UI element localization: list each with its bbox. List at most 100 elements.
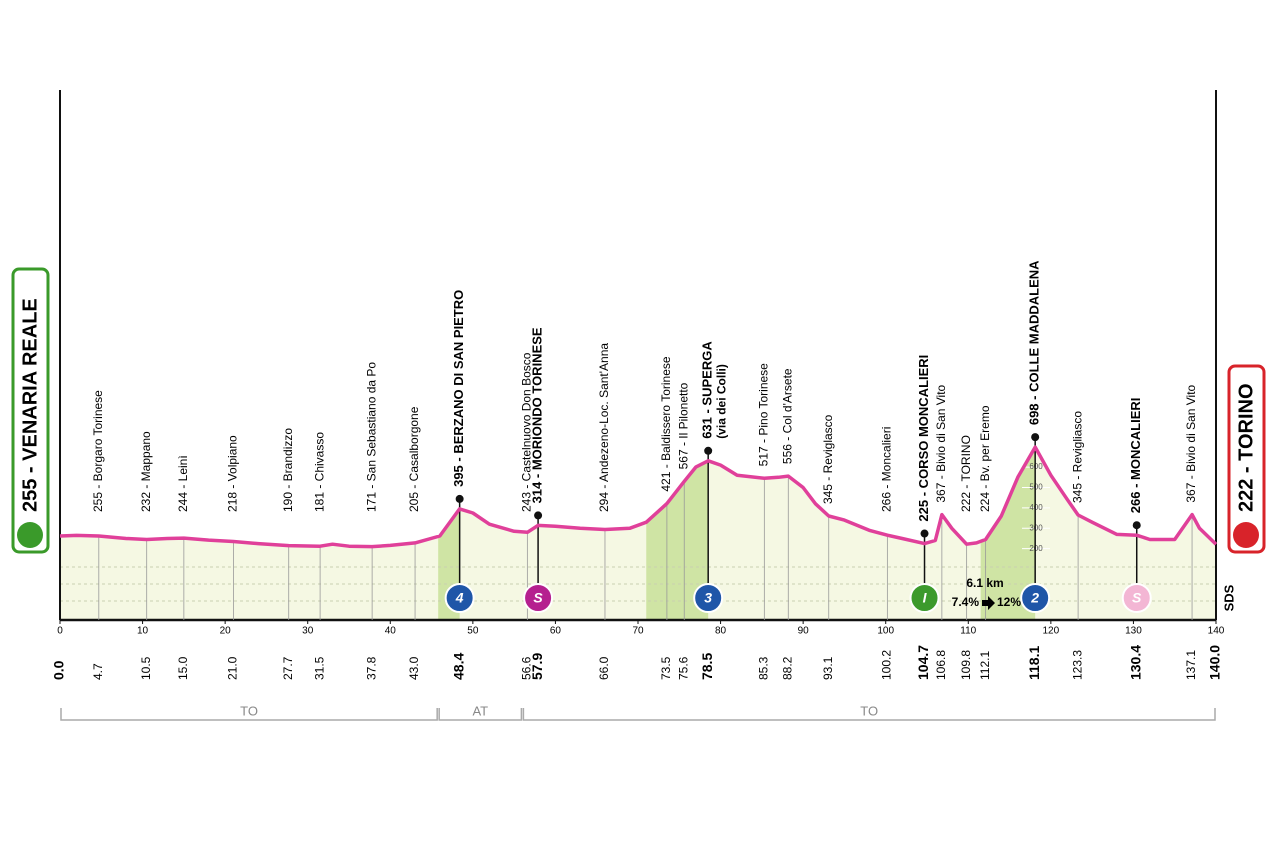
- x-tick-label: 50: [467, 626, 479, 637]
- climb-dot: [704, 446, 713, 455]
- profile-area: [60, 447, 1216, 620]
- km-label: 31.5: [312, 656, 326, 680]
- y-tick-label: 300: [1029, 523, 1043, 532]
- km-label: 140.0: [1207, 645, 1223, 680]
- region-bracket: [438, 708, 523, 721]
- km-label: 93.1: [821, 656, 835, 680]
- x-tick-label: 20: [220, 626, 232, 637]
- marker-label: 2: [1030, 590, 1039, 606]
- annotation-distance: 6.1 km: [966, 576, 1003, 590]
- annotation-gradient-to: 12%: [997, 595, 1021, 609]
- km-label: 66.0: [597, 656, 611, 680]
- km-label: 106.8: [934, 650, 948, 680]
- x-tick-label: 30: [302, 626, 314, 637]
- waypoint-label: 567 - Il Pilonetto: [676, 382, 690, 469]
- marker-label: 3: [704, 590, 712, 606]
- x-tick-label: 120: [1043, 626, 1060, 637]
- km-label: 56.6: [520, 656, 534, 680]
- finish-icon: [1233, 522, 1259, 548]
- km-label: 10.5: [139, 656, 153, 680]
- x-tick-label: 140: [1208, 626, 1225, 637]
- waypoint-label: 314 - MORIONDO TORINESE: [530, 327, 545, 503]
- x-tick-label: 70: [632, 626, 644, 637]
- waypoint-label: 244 - Leinì: [176, 455, 190, 512]
- km-label: 137.1: [1184, 650, 1198, 680]
- region-label: AT: [472, 703, 488, 718]
- waypoint-label: 556 - Col d'Arsete: [780, 368, 794, 464]
- marker: [1121, 583, 1152, 613]
- waypoint-label: 294 - Andezeno-Loc. Sant'Anna: [597, 343, 611, 512]
- climb-dot: [455, 494, 464, 503]
- start-box: [11, 267, 50, 554]
- waypoint-label: 698 - COLLE MADDALENA: [1027, 260, 1042, 425]
- marker-label: 4: [455, 590, 464, 606]
- km-label: 100.2: [880, 650, 894, 680]
- climb-dot: [920, 529, 929, 538]
- marker-label: S: [533, 590, 543, 606]
- km-label: 85.3: [757, 656, 771, 680]
- x-tick-label: 10: [137, 626, 149, 637]
- waypoint-label: 255 - Borgaro Torinese: [91, 390, 105, 512]
- waypoint-label: 181 - Chivasso: [312, 432, 326, 512]
- marker: [523, 583, 554, 613]
- marker: [909, 583, 940, 613]
- waypoint-label: 367 - Bivio di San Vito: [934, 384, 948, 502]
- marker-label: I: [923, 590, 928, 606]
- km-label: 78.5: [699, 653, 715, 680]
- logo: SDS: [1221, 584, 1236, 611]
- x-tick-label: 0: [57, 626, 63, 637]
- km-label: 43.0: [407, 656, 421, 680]
- waypoint-label: 222 - TORINO: [959, 435, 973, 512]
- region-label: TO: [240, 703, 258, 718]
- region-bracket: [522, 708, 1216, 721]
- waypoint-label: 232 - Mappano: [139, 431, 153, 512]
- waypoint-label: 243 - Castelnuovo Don Bosco: [520, 352, 534, 512]
- waypoint-label: 190 - Brandizzo: [281, 428, 295, 512]
- x-tick-label: 60: [550, 626, 562, 637]
- waypoint-label: 517 - Pino Torinese: [757, 363, 771, 467]
- x-tick-label: 100: [877, 626, 894, 637]
- km-label: 21.0: [226, 656, 240, 680]
- waypoint-label: 421 - Baldissero Torinese: [659, 356, 673, 492]
- km-label: 88.2: [780, 656, 794, 680]
- annotation-gradient-from: 7.4%: [952, 595, 980, 609]
- km-label: 27.7: [281, 656, 295, 680]
- km-label: 48.4: [450, 653, 466, 680]
- region-label: TO: [860, 703, 878, 718]
- start-icon: [17, 522, 43, 548]
- km-label: 112.1: [978, 651, 992, 680]
- km-label: 15.0: [176, 656, 190, 680]
- x-tick-label: 130: [1125, 626, 1142, 637]
- region-bracket: [60, 708, 438, 721]
- annotation-arrow: [982, 596, 995, 610]
- km-label: 104.7: [915, 645, 931, 680]
- km-label: 130.4: [1127, 645, 1143, 680]
- climb-dot: [534, 511, 543, 520]
- km-label: 4.7: [91, 663, 105, 680]
- climb-dot: [1031, 433, 1040, 442]
- km-label: 37.8: [364, 656, 378, 680]
- km-label: 118.1: [1026, 646, 1042, 680]
- waypoint-label: 266 - MONCALIERI: [1128, 398, 1143, 514]
- waypoint-sublabel: (via dei Colli): [714, 364, 728, 439]
- km-label: 57.9: [529, 653, 545, 680]
- y-tick-label: 600: [1029, 462, 1043, 471]
- y-tick-label: 400: [1029, 503, 1043, 512]
- y-tick-label: 500: [1029, 483, 1043, 492]
- marker: [444, 583, 475, 613]
- x-tick-label: 90: [798, 626, 810, 637]
- waypoint-label: 218 - Volpiano: [226, 435, 240, 512]
- finish-box: [1227, 364, 1266, 554]
- finish-label: 222 - TORINO: [1235, 383, 1257, 512]
- km-label: 123.3: [1070, 650, 1084, 680]
- y-tick-label: 200: [1029, 544, 1043, 553]
- start-label: 255 - VENARIA REALE: [19, 298, 41, 512]
- km-label: 0.0: [51, 660, 67, 680]
- waypoint-label: 171 - San Sebastiano da Po: [364, 362, 378, 512]
- waypoint-label: 367 - Bivio di San Vito: [1184, 384, 1198, 502]
- waypoint-label: 225 - CORSO MONCALIERI: [916, 355, 931, 522]
- profile-line: [59, 445, 1218, 549]
- waypoint-label: 224 - Bv. per Eremo: [978, 405, 992, 512]
